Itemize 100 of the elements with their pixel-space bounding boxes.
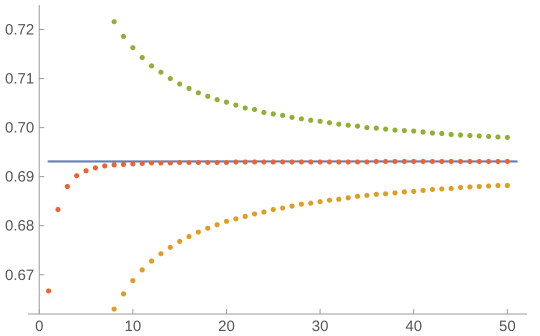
point <box>346 159 351 165</box>
point <box>252 211 258 217</box>
point <box>486 134 492 140</box>
point <box>224 160 230 166</box>
point <box>205 94 210 99</box>
point <box>411 158 416 164</box>
point <box>392 190 398 196</box>
point <box>233 216 238 222</box>
point <box>252 159 258 165</box>
point <box>270 111 276 116</box>
point <box>346 122 351 128</box>
point <box>140 160 145 166</box>
point <box>326 159 332 165</box>
point <box>402 128 407 134</box>
point <box>289 114 295 120</box>
point <box>186 86 192 91</box>
point <box>318 118 323 124</box>
point <box>467 158 472 164</box>
point <box>346 195 351 200</box>
point <box>439 186 444 192</box>
point <box>420 158 426 164</box>
point <box>458 132 464 138</box>
point <box>336 122 342 127</box>
point <box>242 159 248 165</box>
point <box>140 267 145 272</box>
point <box>476 133 482 139</box>
point <box>130 278 136 284</box>
point <box>148 258 154 264</box>
point <box>214 222 220 228</box>
point <box>130 161 136 167</box>
point <box>120 291 126 296</box>
point <box>430 130 436 136</box>
point <box>364 192 370 198</box>
point <box>402 158 407 164</box>
point <box>92 165 98 170</box>
point <box>168 76 173 82</box>
point <box>383 126 388 132</box>
point <box>448 132 454 138</box>
point <box>83 168 89 174</box>
point <box>467 132 472 138</box>
point <box>495 134 501 140</box>
point <box>439 158 444 164</box>
y-tick-label: 0.69 <box>5 168 34 186</box>
point <box>168 244 173 250</box>
point <box>420 188 426 193</box>
point <box>476 158 482 164</box>
point <box>383 158 388 164</box>
point <box>64 184 70 190</box>
point <box>318 159 323 165</box>
point <box>486 183 492 189</box>
x-tick-label: 50 <box>498 318 516 335</box>
point <box>383 191 388 196</box>
point <box>439 130 444 136</box>
point <box>148 160 154 166</box>
point <box>177 81 182 87</box>
point <box>504 158 510 164</box>
point <box>467 184 472 190</box>
point <box>326 120 332 126</box>
point <box>261 159 267 165</box>
point <box>214 97 220 102</box>
point <box>186 234 192 240</box>
point <box>196 90 201 96</box>
point <box>112 306 117 312</box>
point <box>205 226 210 231</box>
point <box>280 205 286 211</box>
point <box>186 160 192 166</box>
point <box>364 159 370 165</box>
point <box>430 186 436 192</box>
point <box>392 127 398 133</box>
point <box>270 159 276 165</box>
x-tick-label: 20 <box>218 318 235 335</box>
point <box>130 45 136 50</box>
point <box>148 63 154 68</box>
y-tick-label: 0.70 <box>5 120 34 137</box>
point <box>504 182 510 188</box>
point <box>261 110 267 116</box>
point <box>458 158 464 164</box>
point <box>364 125 370 130</box>
point <box>55 206 61 212</box>
point <box>233 159 238 165</box>
point <box>168 160 173 166</box>
point <box>298 202 304 207</box>
point <box>458 184 464 190</box>
point <box>261 209 267 215</box>
point <box>354 124 360 129</box>
point <box>242 214 248 219</box>
point <box>112 162 117 168</box>
point <box>280 112 286 118</box>
point <box>354 159 360 165</box>
point <box>270 206 276 212</box>
point <box>224 100 230 105</box>
point <box>196 229 201 235</box>
y-tick-label: 0.71 <box>5 70 34 88</box>
point <box>120 162 126 168</box>
point <box>120 34 126 39</box>
point <box>402 189 407 194</box>
point <box>336 196 342 202</box>
point <box>411 128 416 134</box>
point <box>158 70 164 75</box>
point <box>308 200 314 206</box>
